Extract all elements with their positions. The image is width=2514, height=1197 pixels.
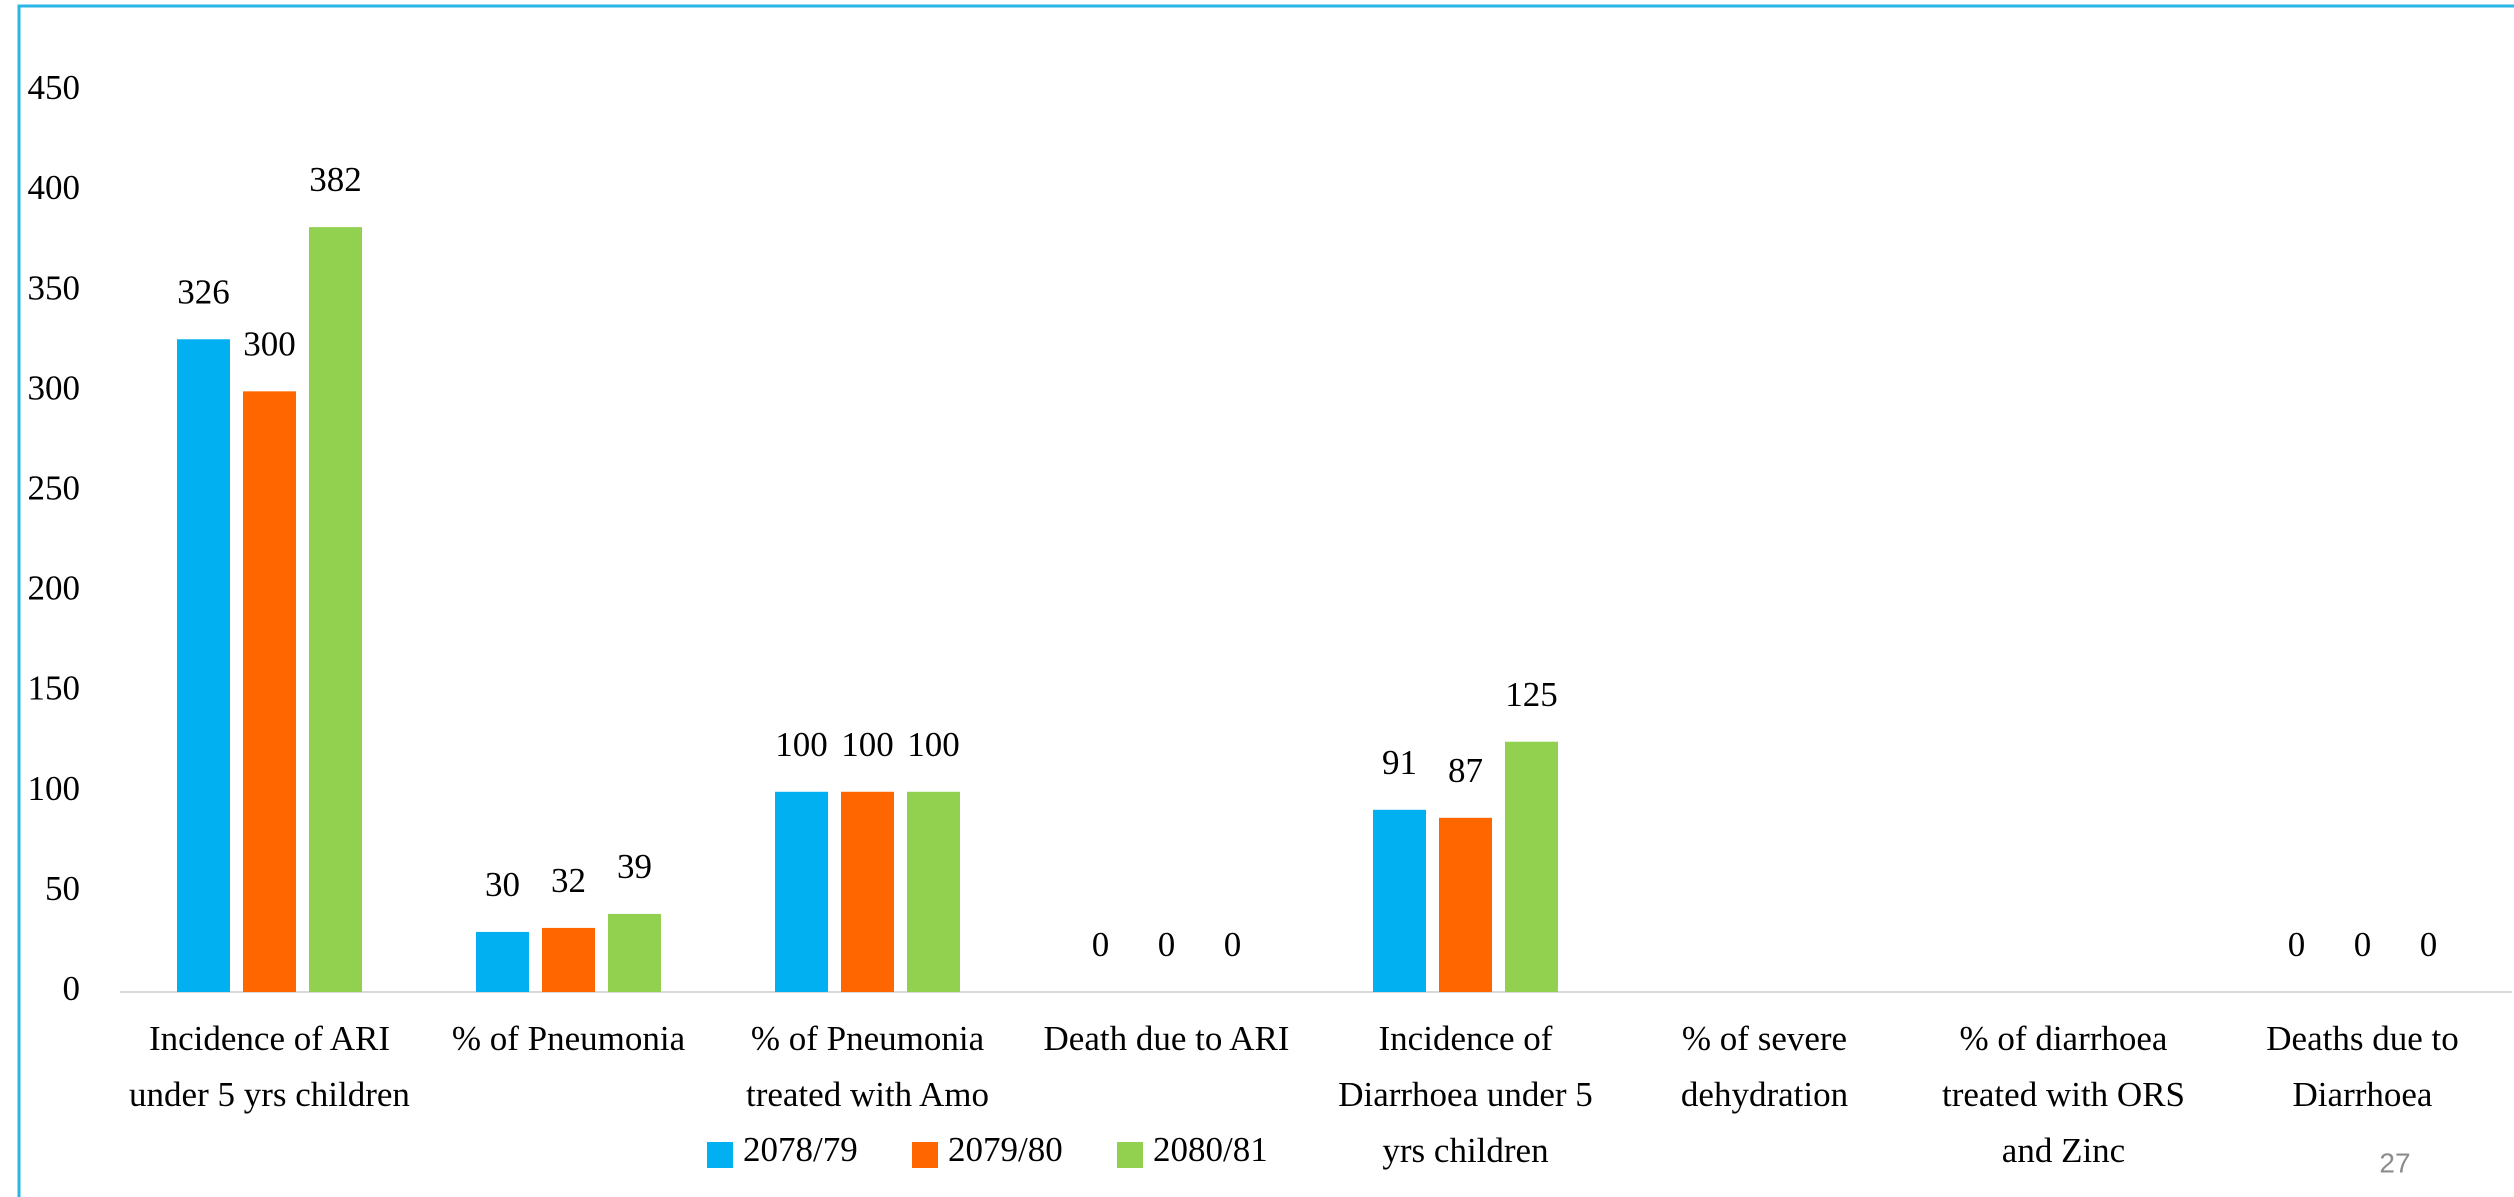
y-tick-label: 250 xyxy=(28,468,81,507)
data-label: 0 xyxy=(1224,925,1242,964)
bar xyxy=(907,791,960,992)
legend-swatch xyxy=(707,1142,733,1168)
x-tick-label: % of diarrhoea treated with ORS and Zinc xyxy=(1942,1019,2185,1170)
data-label: 32 xyxy=(551,861,586,900)
bar xyxy=(1373,809,1426,992)
y-tick-label: 350 xyxy=(28,268,81,307)
x-tick-label: Death due to ARI xyxy=(1044,1019,1290,1058)
y-tick-label: 150 xyxy=(28,669,81,708)
data-label: 125 xyxy=(1505,675,1558,714)
bar xyxy=(542,927,595,992)
bar xyxy=(177,339,230,993)
bar xyxy=(775,791,828,992)
data-label: 0 xyxy=(1158,925,1176,964)
y-tick-label: 400 xyxy=(28,168,81,207)
data-label: 91 xyxy=(1382,743,1417,782)
bar xyxy=(1505,741,1558,992)
data-label: 0 xyxy=(2288,925,2306,964)
bar xyxy=(841,791,894,992)
x-tick-label: Deaths due to Diarrhoea xyxy=(2266,1019,2458,1114)
data-label: 100 xyxy=(841,725,894,764)
data-label: 100 xyxy=(907,725,960,764)
x-tick-label: % of Pneumonia xyxy=(452,1019,686,1058)
y-tick-label: 0 xyxy=(63,969,81,1008)
y-tick-label: 200 xyxy=(28,569,81,608)
bar xyxy=(1439,817,1492,992)
y-tick-label: 100 xyxy=(28,769,81,808)
x-tick-label: Incidence of ARI under 5 yrs children xyxy=(129,1019,410,1114)
legend-label: 2079/80 xyxy=(948,1130,1063,1169)
data-label: 100 xyxy=(775,725,828,764)
x-tick-label: % of severe dehydration xyxy=(1681,1019,1848,1114)
bar xyxy=(243,391,296,992)
data-label: 0 xyxy=(2354,925,2372,964)
x-tick-label: Incidence of Diarrhoea under 5 yrs childre… xyxy=(1338,1019,1593,1170)
legend-swatch xyxy=(912,1142,938,1168)
bar xyxy=(309,227,362,992)
bar xyxy=(608,913,661,992)
data-label: 0 xyxy=(1092,925,1110,964)
frame xyxy=(17,4,2514,1197)
bar xyxy=(476,931,529,992)
x-tick-label: % of Pneumonia treated with Amo xyxy=(746,1019,989,1114)
data-label: 30 xyxy=(485,865,520,904)
data-label: 300 xyxy=(243,324,296,363)
page-number: 27 xyxy=(2379,1147,2410,1178)
data-label: 382 xyxy=(309,160,362,199)
y-tick-label: 300 xyxy=(28,368,81,407)
legend-swatch xyxy=(1117,1142,1143,1168)
data-label: 87 xyxy=(1448,751,1483,790)
data-label: 326 xyxy=(177,272,230,311)
legend-label: 2080/81 xyxy=(1153,1130,1268,1169)
data-label: 0 xyxy=(2420,925,2438,964)
legend-label: 2078/79 xyxy=(743,1130,858,1169)
y-tick-label: 50 xyxy=(45,869,80,908)
data-label: 39 xyxy=(617,847,652,886)
y-tick-label: 450 xyxy=(28,68,81,107)
